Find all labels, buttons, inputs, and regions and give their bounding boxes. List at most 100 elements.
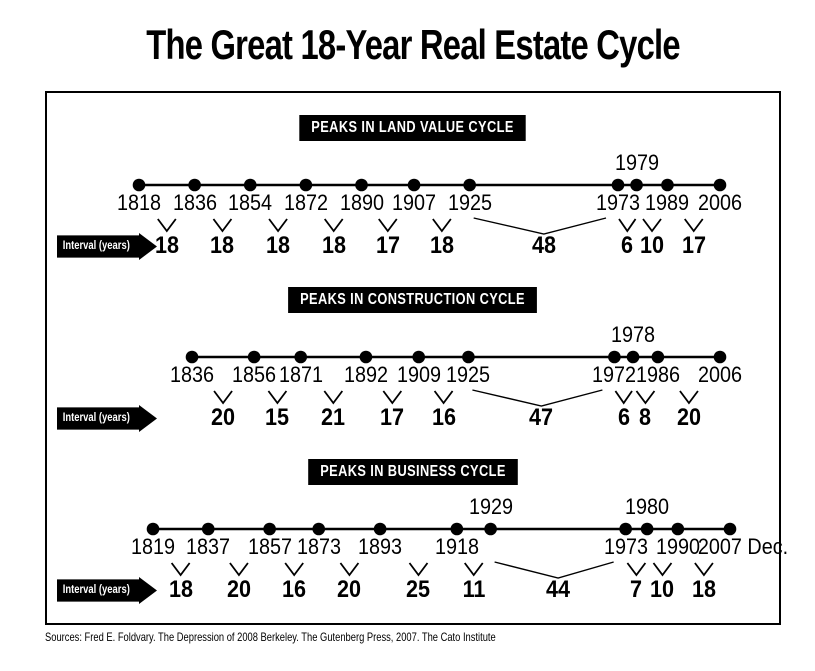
interval-value: 25 [406,576,431,603]
peak-year-label: 1989 [645,190,690,215]
interval-value: 7 [630,576,643,603]
interval-v-mark [626,562,647,577]
peak-dot [188,178,201,192]
source-note: Sources: Fred E. Foldvary. The Depressio… [45,630,496,644]
peak-year-label: 1972 [592,362,637,387]
peak-dot [640,522,654,536]
interval-wide-v-mark [473,217,607,235]
peak-year-label: 2006 [697,362,743,387]
interval-value: 16 [431,404,456,431]
interval-v-mark [684,218,704,233]
interval-value: 17 [375,232,400,259]
section-title-badge: PEAKS IN BUSINESS CYCLE [308,459,518,485]
interval-value: 21 [321,404,346,431]
interval-v-mark [213,390,233,405]
peak-dot [626,350,640,364]
peak-year-label: 1871 [278,362,323,387]
interval-v-mark [157,218,177,233]
interval-v-mark [229,562,249,577]
interval-value: 6 [617,404,630,431]
interval-v-mark [408,562,429,577]
peak-year-label: 1856 [232,362,277,387]
interval-value: 16 [282,576,307,603]
interval-value: 18 [154,232,179,259]
peak-year-label: 1990 [655,534,700,559]
interval-value: 18 [691,576,716,603]
peak-year-label: 1836 [172,190,217,215]
peak-dot [312,522,326,536]
peak-dot [671,522,685,536]
interval-value: 44 [546,576,571,603]
peak-dot [355,178,368,192]
interval-v-mark [694,562,714,577]
interval-value: 18 [210,232,235,259]
interval-value: 15 [265,404,290,431]
timeline-svg [146,522,737,579]
peak-year-label: 1854 [228,190,273,215]
interval-v-mark [464,562,484,577]
peak-dot [462,350,475,364]
peak-dot [294,350,308,364]
interval-v-mark [635,390,656,405]
interval-v-mark [432,218,452,233]
peak-year-label: 1925 [446,362,491,387]
peak-year-label-above: 1929 [468,494,513,519]
peak-year-label: 1918 [434,534,479,559]
peak-dot [713,350,727,364]
interval-value: 20 [337,576,362,603]
interval-wide-v-mark [472,389,603,407]
interval-years-arrow: Interval (years) [57,233,157,260]
peak-dot [450,522,464,536]
peak-year-label: 1973 [603,534,648,559]
timeline-svg [185,350,727,407]
peak-dot [243,178,257,192]
peak-dot [630,178,643,192]
interval-v-mark [433,390,454,405]
interval-years-arrow: Interval (years) [57,405,157,432]
interval-value: 10 [639,232,665,259]
interval-v-mark [618,218,637,233]
peak-dot [463,178,476,192]
interval-value: 18 [266,232,291,259]
interval-years-label: Interval (years) [62,584,130,596]
page-title: The Great 18-Year Real Estate Cycle [146,21,680,68]
peak-dot [201,522,215,536]
peak-year-label: 1836 [169,362,215,387]
chart-frame: PEAKS IN LAND VALUE CYCLE 1818 1836 1854 187… [45,91,788,625]
peak-year-label: 1986 [635,362,680,387]
peak-year-label: 1837 [186,534,231,559]
interval-v-mark [323,390,344,405]
interval-value: 11 [462,576,486,603]
peak-dot [263,522,276,536]
interval-value: 20 [226,576,251,603]
interval-value: 48 [531,232,556,259]
interval-v-mark [378,218,398,233]
peak-year-label: 1907 [392,190,437,215]
interval-years-label: Interval (years) [62,240,130,252]
peak-year-label: 1973 [595,190,641,215]
timeline-svg [132,178,727,235]
peak-year-label-above: 1980 [625,494,670,519]
peak-dot [299,178,313,192]
peak-dot [359,350,373,364]
interval-value: 18 [321,232,346,259]
interval-value: 10 [650,576,675,603]
interval-v-mark [382,390,403,405]
peak-dot [132,178,146,192]
interval-value: 17 [681,232,706,259]
interval-value: 17 [380,404,405,431]
interval-value: 20 [211,404,236,431]
peak-dot [146,522,160,536]
peak-dot [608,350,621,364]
interval-v-mark [170,562,191,577]
interval-years-label: Interval (years) [62,412,130,424]
peak-year-label: 2007 Dec. [697,534,789,559]
interval-value: 6 [621,232,634,259]
peak-year-label-above: 1979 [614,150,659,175]
peak-dot [373,522,387,536]
peak-year-label: 1857 [247,534,292,559]
timeline-section-business: PEAKS IN BUSINESS CYCLE 1819 1837 1857 1873 1… [47,437,788,609]
peak-dot [247,350,261,364]
peak-year-label: 1892 [343,362,388,387]
interval-v-mark [267,390,288,405]
